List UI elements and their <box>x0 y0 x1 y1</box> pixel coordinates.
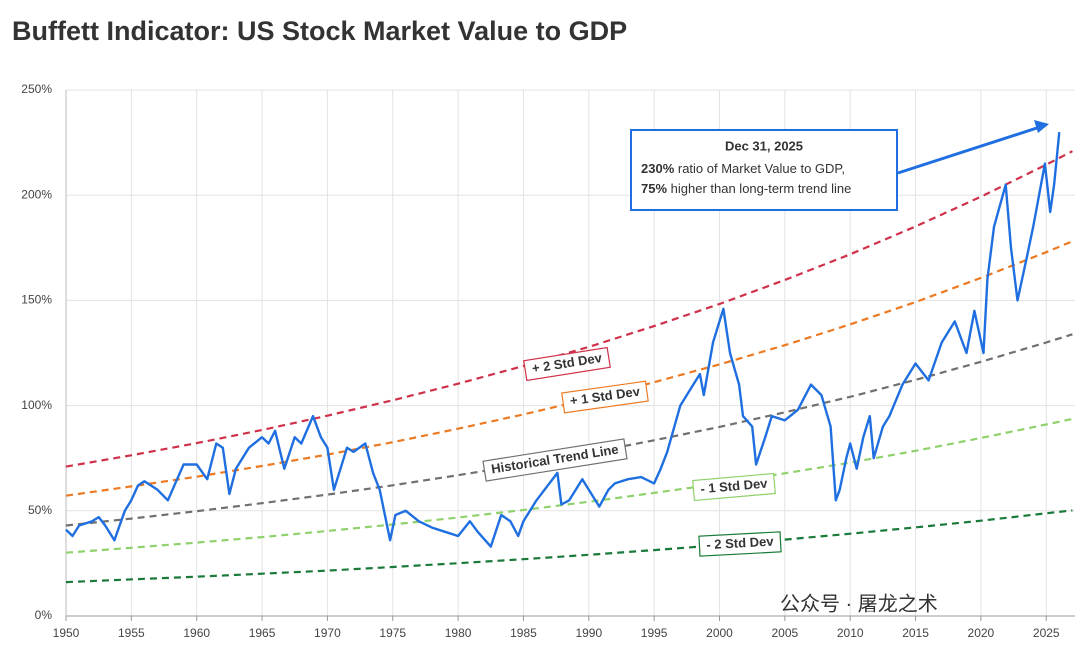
line-label-box <box>698 531 782 557</box>
annotation-line: 230% ratio of Market Value to GDP, <box>641 161 845 176</box>
band-line <box>65 509 1073 584</box>
y-tick-label: 50% <box>28 503 52 517</box>
x-tick-label: 2020 <box>968 626 995 640</box>
x-tick-label: 1980 <box>445 626 472 640</box>
y-tick-label: 200% <box>21 187 52 201</box>
line-label-text: - 1 Std Dev <box>700 475 769 496</box>
x-tick-label: 2025 <box>1033 626 1060 640</box>
line-label: - 2 Std Dev <box>698 531 782 557</box>
line-label-text: Historical Trend Line <box>490 441 619 476</box>
arrow-head <box>1034 120 1049 133</box>
annotation-bold: 230% <box>641 161 675 176</box>
annotation-box <box>630 129 898 211</box>
line-label-box <box>692 472 776 502</box>
x-tick-label: 1995 <box>641 626 668 640</box>
annotation-bold: 75% <box>641 181 667 196</box>
line-label-box <box>523 346 611 382</box>
y-tick-label: 100% <box>21 398 52 412</box>
annotation-text: ratio of Market Value to GDP, <box>674 161 845 176</box>
annotation-arrow <box>897 125 1041 175</box>
chart-title: Buffett Indicator: US Stock Market Value… <box>12 16 627 46</box>
band-line <box>65 417 1073 554</box>
y-tick-label: 150% <box>21 293 52 307</box>
x-tick-label: 1985 <box>510 626 537 640</box>
annotation-line: 75% higher than long-term trend line <box>641 181 851 196</box>
annotation-title: Dec 31, 2025 <box>725 138 803 153</box>
x-tick-label: 2005 <box>771 626 798 640</box>
x-tick-label: 1990 <box>575 626 602 640</box>
watermark: 公众号 · 屠龙之术 <box>780 592 938 615</box>
indicator-line <box>65 131 1061 548</box>
y-tick-label: 250% <box>21 82 52 96</box>
line-label-text: - 2 Std Dev <box>706 534 775 553</box>
x-tick-label: 1970 <box>314 626 341 640</box>
x-tick-label: 1950 <box>53 626 80 640</box>
x-tick-label: 2015 <box>902 626 929 640</box>
annotation-text: higher than long-term trend line <box>667 181 851 196</box>
line-label: + 2 Std Dev <box>523 346 611 382</box>
line-label-box <box>482 438 628 482</box>
band-line <box>65 150 1073 468</box>
y-tick-label: 0% <box>35 608 53 622</box>
line-label: - 1 Std Dev <box>692 472 776 502</box>
x-tick-label: 1955 <box>118 626 145 640</box>
x-tick-label: 2010 <box>837 626 864 640</box>
x-tick-label: 2000 <box>706 626 733 640</box>
x-tick-label: 1960 <box>183 626 210 640</box>
x-tick-label: 1975 <box>379 626 406 640</box>
line-label: + 1 Std Dev <box>561 380 649 414</box>
line-label-box <box>561 380 649 414</box>
x-tick-label: 1965 <box>249 626 276 640</box>
